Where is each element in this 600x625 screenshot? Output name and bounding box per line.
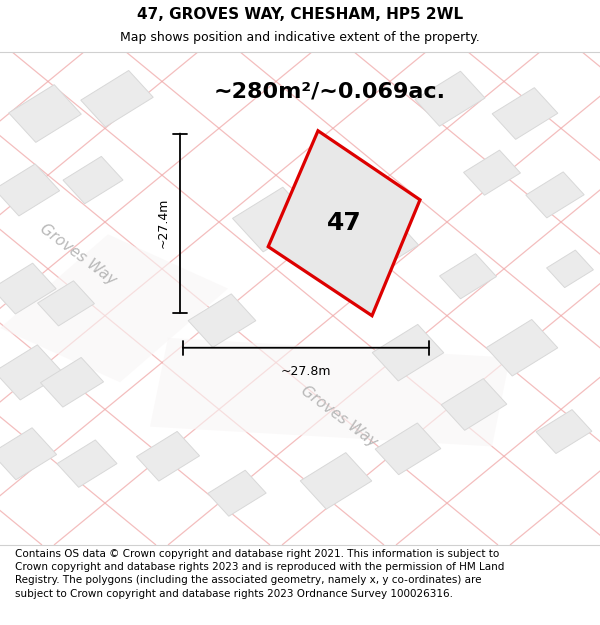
Polygon shape [0, 345, 64, 400]
Polygon shape [0, 263, 56, 314]
Polygon shape [547, 250, 593, 288]
Polygon shape [0, 428, 56, 480]
Polygon shape [188, 294, 256, 348]
Polygon shape [440, 254, 496, 299]
Polygon shape [415, 71, 485, 126]
Polygon shape [136, 431, 200, 481]
Polygon shape [57, 440, 117, 488]
Polygon shape [232, 188, 314, 252]
Text: 47, GROVES WAY, CHESHAM, HP5 2WL: 47, GROVES WAY, CHESHAM, HP5 2WL [137, 7, 463, 22]
Polygon shape [300, 452, 372, 509]
Text: ~27.4m: ~27.4m [157, 198, 170, 248]
Text: Groves Way: Groves Way [298, 383, 380, 450]
Polygon shape [526, 172, 584, 218]
Polygon shape [38, 281, 94, 326]
Polygon shape [375, 423, 441, 475]
Polygon shape [492, 88, 558, 139]
Text: Groves Way: Groves Way [37, 221, 119, 288]
Polygon shape [40, 357, 104, 407]
Polygon shape [63, 156, 123, 204]
Text: 47: 47 [327, 211, 362, 235]
Polygon shape [208, 470, 266, 516]
Polygon shape [464, 150, 520, 195]
Text: Contains OS data © Crown copyright and database right 2021. This information is : Contains OS data © Crown copyright and d… [15, 549, 505, 599]
Text: Map shows position and indicative extent of the property.: Map shows position and indicative extent… [120, 31, 480, 44]
Polygon shape [372, 324, 444, 381]
Polygon shape [81, 71, 153, 127]
Polygon shape [0, 234, 228, 382]
Polygon shape [150, 338, 510, 446]
Text: ~27.8m: ~27.8m [281, 365, 331, 378]
Polygon shape [0, 164, 59, 216]
Polygon shape [441, 379, 507, 431]
Polygon shape [536, 409, 592, 454]
Polygon shape [343, 214, 419, 274]
Polygon shape [8, 84, 82, 142]
Text: ~280m²/~0.069ac.: ~280m²/~0.069ac. [214, 81, 446, 101]
Polygon shape [268, 131, 420, 316]
Polygon shape [486, 319, 558, 376]
